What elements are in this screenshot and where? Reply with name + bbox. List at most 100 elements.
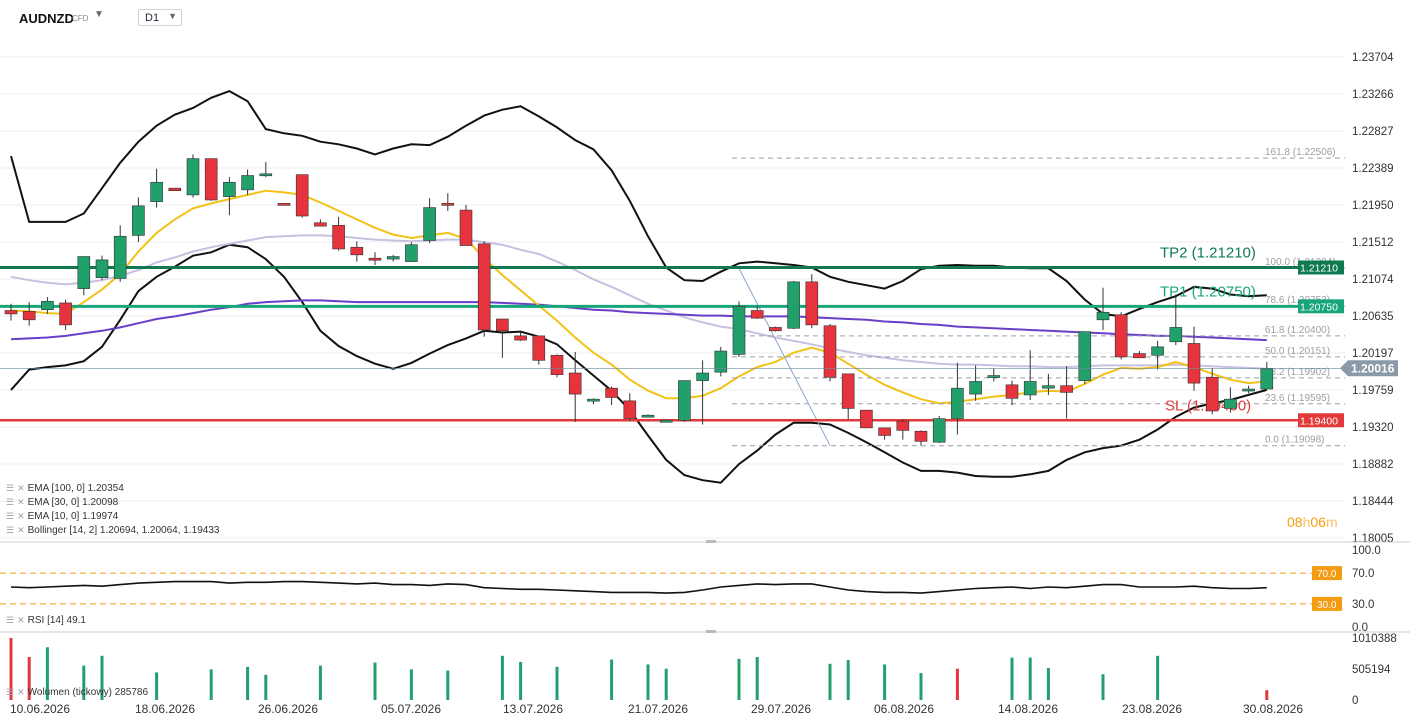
rsi-level-tag-text: 70.0 — [1317, 569, 1337, 580]
close-icon[interactable]: ✕ — [17, 615, 25, 625]
y-tick-label: 1.21074 — [1352, 274, 1394, 286]
volume-tick-label: 1010388 — [1352, 633, 1397, 645]
indicator-ema10-legend[interactable]: ☰ ✕ EMA [10, 0] 1.19974 — [6, 511, 118, 522]
fib-trend-line — [738, 268, 831, 446]
candle — [204, 158, 218, 201]
volume-bar — [555, 666, 559, 700]
bollinger-upper-line — [10, 90, 1267, 318]
candle — [241, 175, 254, 191]
close-icon[interactable]: ✕ — [17, 511, 25, 521]
y-tick-label: 1.21512 — [1352, 237, 1394, 249]
indicator-ema30-legend[interactable]: ☰ ✕ EMA [30, 0] 1.20098 — [6, 497, 118, 508]
symbol-type-label: CFD — [72, 14, 89, 23]
symbol-dropdown-caret-icon[interactable]: ▼ — [94, 9, 104, 20]
settings-icon[interactable]: ☰ — [6, 615, 15, 625]
candle — [750, 310, 764, 319]
ema100-line — [10, 299, 1267, 342]
x-tick-label: 26.06.2026 — [258, 702, 318, 716]
volume-bar — [1046, 668, 1050, 700]
candle — [659, 419, 673, 423]
settings-icon[interactable]: ☰ — [6, 483, 15, 493]
close-icon[interactable]: ✕ — [17, 497, 25, 507]
candle — [805, 281, 819, 326]
indicator-ema100-legend[interactable]: ☰ ✕ EMA [100, 0] 1.20354 — [6, 483, 124, 494]
x-tick-label: 14.08.2026 — [998, 702, 1058, 716]
candle — [423, 207, 436, 241]
candle — [477, 243, 491, 331]
rsi-tick-label: 30.0 — [1352, 599, 1374, 611]
fib-level-label: 50.0 (1.20151) — [1265, 346, 1330, 357]
candle — [769, 327, 782, 332]
tp1-price-tag — [1298, 299, 1344, 314]
rsi-tick-label: 70.0 — [1352, 568, 1374, 580]
indicator-bollinger-legend[interactable]: ☰ ✕ Bollinger [14, 2] 1.20694, 1.20064, 1.… — [6, 525, 219, 536]
candle — [186, 158, 200, 196]
volume-bar — [1010, 657, 1014, 700]
symbol-label[interactable]: AUDNZD — [19, 11, 74, 26]
close-icon[interactable]: ✕ — [17, 525, 25, 535]
candle — [405, 244, 418, 262]
bollinger-lower-line — [10, 243, 1268, 484]
candle — [259, 173, 273, 177]
candle — [22, 311, 36, 321]
candle — [4, 310, 18, 315]
volume-bar — [264, 674, 268, 700]
volume-bar — [45, 647, 49, 700]
candle — [1042, 385, 1055, 389]
candle — [113, 235, 127, 279]
y-tick-label: 1.19759 — [1352, 385, 1394, 397]
fib-level-label: 0.0 (1.19098) — [1265, 435, 1325, 446]
candle — [77, 256, 91, 289]
candle — [1187, 343, 1201, 384]
settings-icon[interactable]: ☰ — [6, 687, 15, 697]
candle — [641, 414, 655, 418]
timeframe-select[interactable]: D1 ▼ — [138, 9, 182, 26]
ema30-line — [10, 234, 1267, 370]
candle — [1060, 385, 1073, 393]
settings-icon[interactable]: ☰ — [6, 525, 15, 535]
indicator-volume-legend[interactable]: ☰ ✕ Wolumen (tickowy) 285786 — [6, 687, 148, 698]
countdown-m-unit: m — [1325, 514, 1338, 530]
countdown-h-unit: h — [1302, 514, 1311, 530]
tp2-level-label: TP2 (1.21210) — [1160, 244, 1256, 261]
close-icon[interactable]: ✕ — [17, 687, 25, 697]
volume-bar — [519, 661, 523, 700]
volume-bar — [373, 662, 377, 700]
candle — [132, 205, 145, 236]
rsi-level-tag — [1312, 566, 1342, 581]
close-icon[interactable]: ✕ — [17, 483, 25, 493]
y-tick-label: 1.20635 — [1352, 311, 1394, 323]
candle — [459, 209, 473, 246]
volume-bar — [1156, 655, 1160, 700]
volume-bar — [318, 665, 322, 700]
rsi-tick-label: 100.0 — [1352, 545, 1381, 557]
indicator-label: EMA [30, 0] 1.20098 — [27, 497, 119, 508]
candle — [532, 335, 546, 361]
current-price-tag — [1340, 360, 1398, 377]
candle — [514, 335, 527, 341]
settings-icon[interactable]: ☰ — [6, 497, 15, 507]
candle — [678, 380, 691, 421]
volume-bar — [828, 663, 832, 700]
candle — [1169, 327, 1183, 343]
y-tick-label: 1.18005 — [1352, 533, 1394, 545]
candle — [1096, 311, 1110, 321]
volume-bar — [646, 664, 650, 700]
candle — [496, 318, 509, 332]
candle — [277, 203, 291, 206]
candle — [605, 387, 618, 398]
candle — [1205, 376, 1219, 412]
indicator-label: RSI [14] 49.1 — [27, 615, 86, 626]
settings-icon[interactable]: ☰ — [6, 511, 15, 521]
candle — [332, 224, 345, 250]
indicator-rsi-legend[interactable]: ☰ ✕ RSI [14] 49.1 — [6, 615, 86, 626]
volume-bar — [155, 672, 159, 700]
candle — [1078, 331, 1092, 381]
volume-bar — [919, 673, 923, 700]
volume-bar — [1265, 690, 1269, 700]
volume-bar — [664, 668, 668, 700]
candle — [41, 300, 54, 310]
candle — [914, 430, 928, 442]
tp1-level-label: TP1 (1.20750) — [1160, 283, 1256, 300]
